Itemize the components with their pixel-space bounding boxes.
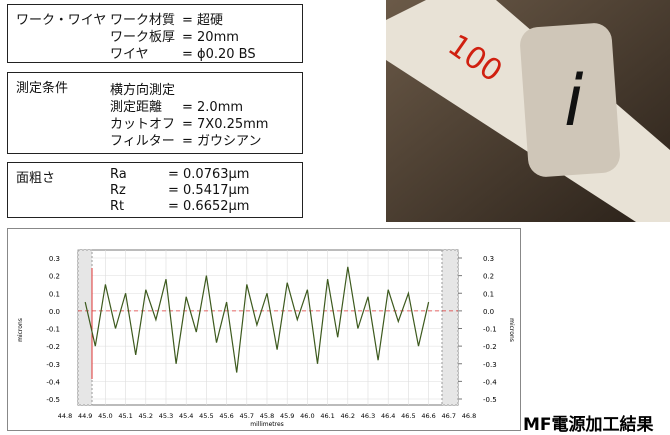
y-tick-label: 0.1 bbox=[49, 290, 60, 298]
y2-tick-label: -0.5 bbox=[483, 396, 497, 404]
x-tick-label: 44.8 bbox=[58, 412, 72, 420]
y-tick-label: -0.1 bbox=[46, 326, 60, 334]
y-tick-label: 0.3 bbox=[49, 255, 60, 263]
caption: MF電源加工結果 bbox=[523, 410, 654, 435]
y2-tick-label: -0.3 bbox=[483, 361, 497, 369]
excluded-zone bbox=[442, 250, 458, 405]
x-axis-label: millimetres bbox=[250, 421, 284, 428]
x-tick-label: 46.1 bbox=[320, 412, 334, 420]
y2-tick-label: 0.0 bbox=[483, 308, 494, 316]
excluded-zone bbox=[78, 250, 92, 405]
x-tick-label: 46.5 bbox=[401, 412, 415, 420]
y2-axis-label: microns bbox=[508, 318, 515, 342]
page: body { margin: 0; width: 670px; height: … bbox=[0, 0, 670, 434]
chart: 0.3 0.2 0.1 0.0 -0.1 -0.2 -0.3 -0.4 -0.5 0.3 0.2 0.… bbox=[0, 0, 522, 434]
x-tick-label: 45.7 bbox=[240, 412, 254, 420]
x-tick-label: 46.0 bbox=[300, 412, 314, 420]
y2-tick-label: -0.2 bbox=[483, 343, 497, 351]
x-tick-label: 46.7 bbox=[442, 412, 456, 420]
y-tick-label: -0.2 bbox=[46, 343, 60, 351]
plot-area bbox=[78, 250, 458, 405]
sign: i bbox=[564, 60, 584, 142]
x-tick-label: 46.4 bbox=[381, 412, 395, 420]
y-tick-label: -0.5 bbox=[46, 396, 60, 404]
y2-tick-label: 0.2 bbox=[483, 273, 494, 281]
y2-tick-label: 0.3 bbox=[483, 255, 494, 263]
x-tick-label: 45.0 bbox=[98, 412, 112, 420]
x-tick-label: 45.2 bbox=[139, 412, 153, 420]
y-tick-label: -0.3 bbox=[46, 361, 60, 369]
y-axis-label: microns bbox=[17, 318, 24, 342]
x-tick-label: 45.4 bbox=[179, 412, 193, 420]
x-tick-label: 45.8 bbox=[260, 412, 274, 420]
x-tick-label: 45.5 bbox=[199, 412, 213, 420]
y-tick-label: 0.0 bbox=[49, 308, 60, 316]
y2-tick-label: -0.1 bbox=[483, 326, 497, 334]
x-tick-label: 44.9 bbox=[78, 412, 92, 420]
y2-tick-label: 0.1 bbox=[483, 290, 494, 298]
x-tick-label: 45.3 bbox=[159, 412, 173, 420]
y-tick-label: 0.2 bbox=[49, 273, 60, 281]
x-tick-label: 45.1 bbox=[118, 412, 132, 420]
x-tick-label: 46.2 bbox=[341, 412, 355, 420]
y2-tick-label: -0.4 bbox=[483, 378, 497, 386]
y-tick-label: -0.4 bbox=[46, 378, 60, 386]
x-tick-label: 45.9 bbox=[280, 412, 294, 420]
x-tick-label: 46.3 bbox=[361, 412, 375, 420]
x-tick-label: 45.6 bbox=[219, 412, 233, 420]
root: { "work_wire": {"label": "ワーク・ワイヤ", "row… bbox=[0, 0, 670, 434]
x-tick-label: 46.8 bbox=[462, 412, 476, 420]
x-tick-label: 46.6 bbox=[421, 412, 435, 420]
